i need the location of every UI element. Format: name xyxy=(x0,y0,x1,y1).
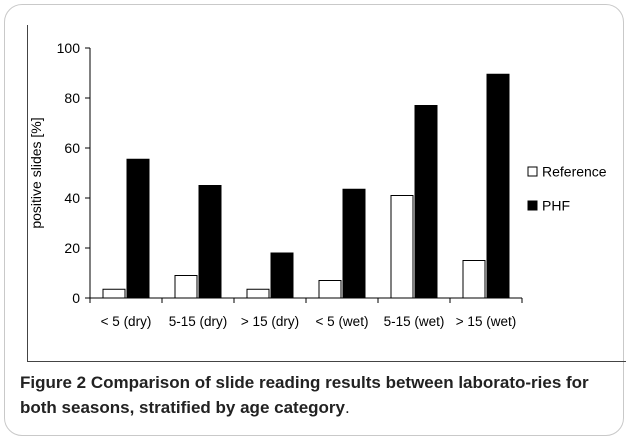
bar-reference xyxy=(246,288,270,299)
bar-reference xyxy=(462,260,486,299)
bar-phf xyxy=(126,158,150,299)
chart-panel xyxy=(27,25,626,362)
bar-reference xyxy=(174,275,198,299)
legend-swatch-phf xyxy=(527,200,538,211)
legend-swatch-reference xyxy=(527,166,538,177)
x-tick-label: < 5 (dry) xyxy=(101,314,152,329)
caption-end: . xyxy=(344,398,350,417)
x-tick-label: > 15 (wet) xyxy=(456,314,516,329)
y-tick-label: 20 xyxy=(64,240,80,256)
legend-label-reference: Reference xyxy=(542,164,607,180)
bar-reference xyxy=(390,195,414,299)
bar-phf xyxy=(414,105,438,299)
figure-caption: Figure 2 Comparison of slide reading res… xyxy=(20,370,610,420)
legend-label-phf: PHF xyxy=(542,198,570,214)
y-tick-label: 40 xyxy=(64,190,80,206)
x-tick-label: < 5 (wet) xyxy=(316,314,369,329)
y-tick-label: 60 xyxy=(64,140,80,156)
x-tick-label: 5-15 (dry) xyxy=(169,314,228,329)
figure-frame xyxy=(4,4,626,436)
bar-reference xyxy=(318,280,342,299)
y-tick-label: 100 xyxy=(57,40,81,56)
caption-text: Comparison of slide reading results betw… xyxy=(20,373,589,417)
y-tick-label: 0 xyxy=(72,290,80,306)
y-axis-label: positive slides [%] xyxy=(28,117,44,228)
bar-phf xyxy=(198,185,222,299)
bar-chart: 0 20 40 60 80 100 positive slides [%] < 5 (dry)… xyxy=(28,40,607,329)
bar-phf xyxy=(486,73,510,299)
bar-phf xyxy=(342,188,366,299)
x-tick-label: 5-15 (wet) xyxy=(384,314,445,329)
caption-label: Figure 2 xyxy=(20,373,87,392)
y-tick-label: 80 xyxy=(64,90,80,106)
bar-reference xyxy=(102,288,126,299)
x-tick-label: > 15 (dry) xyxy=(241,314,299,329)
bar-phf xyxy=(270,252,294,299)
